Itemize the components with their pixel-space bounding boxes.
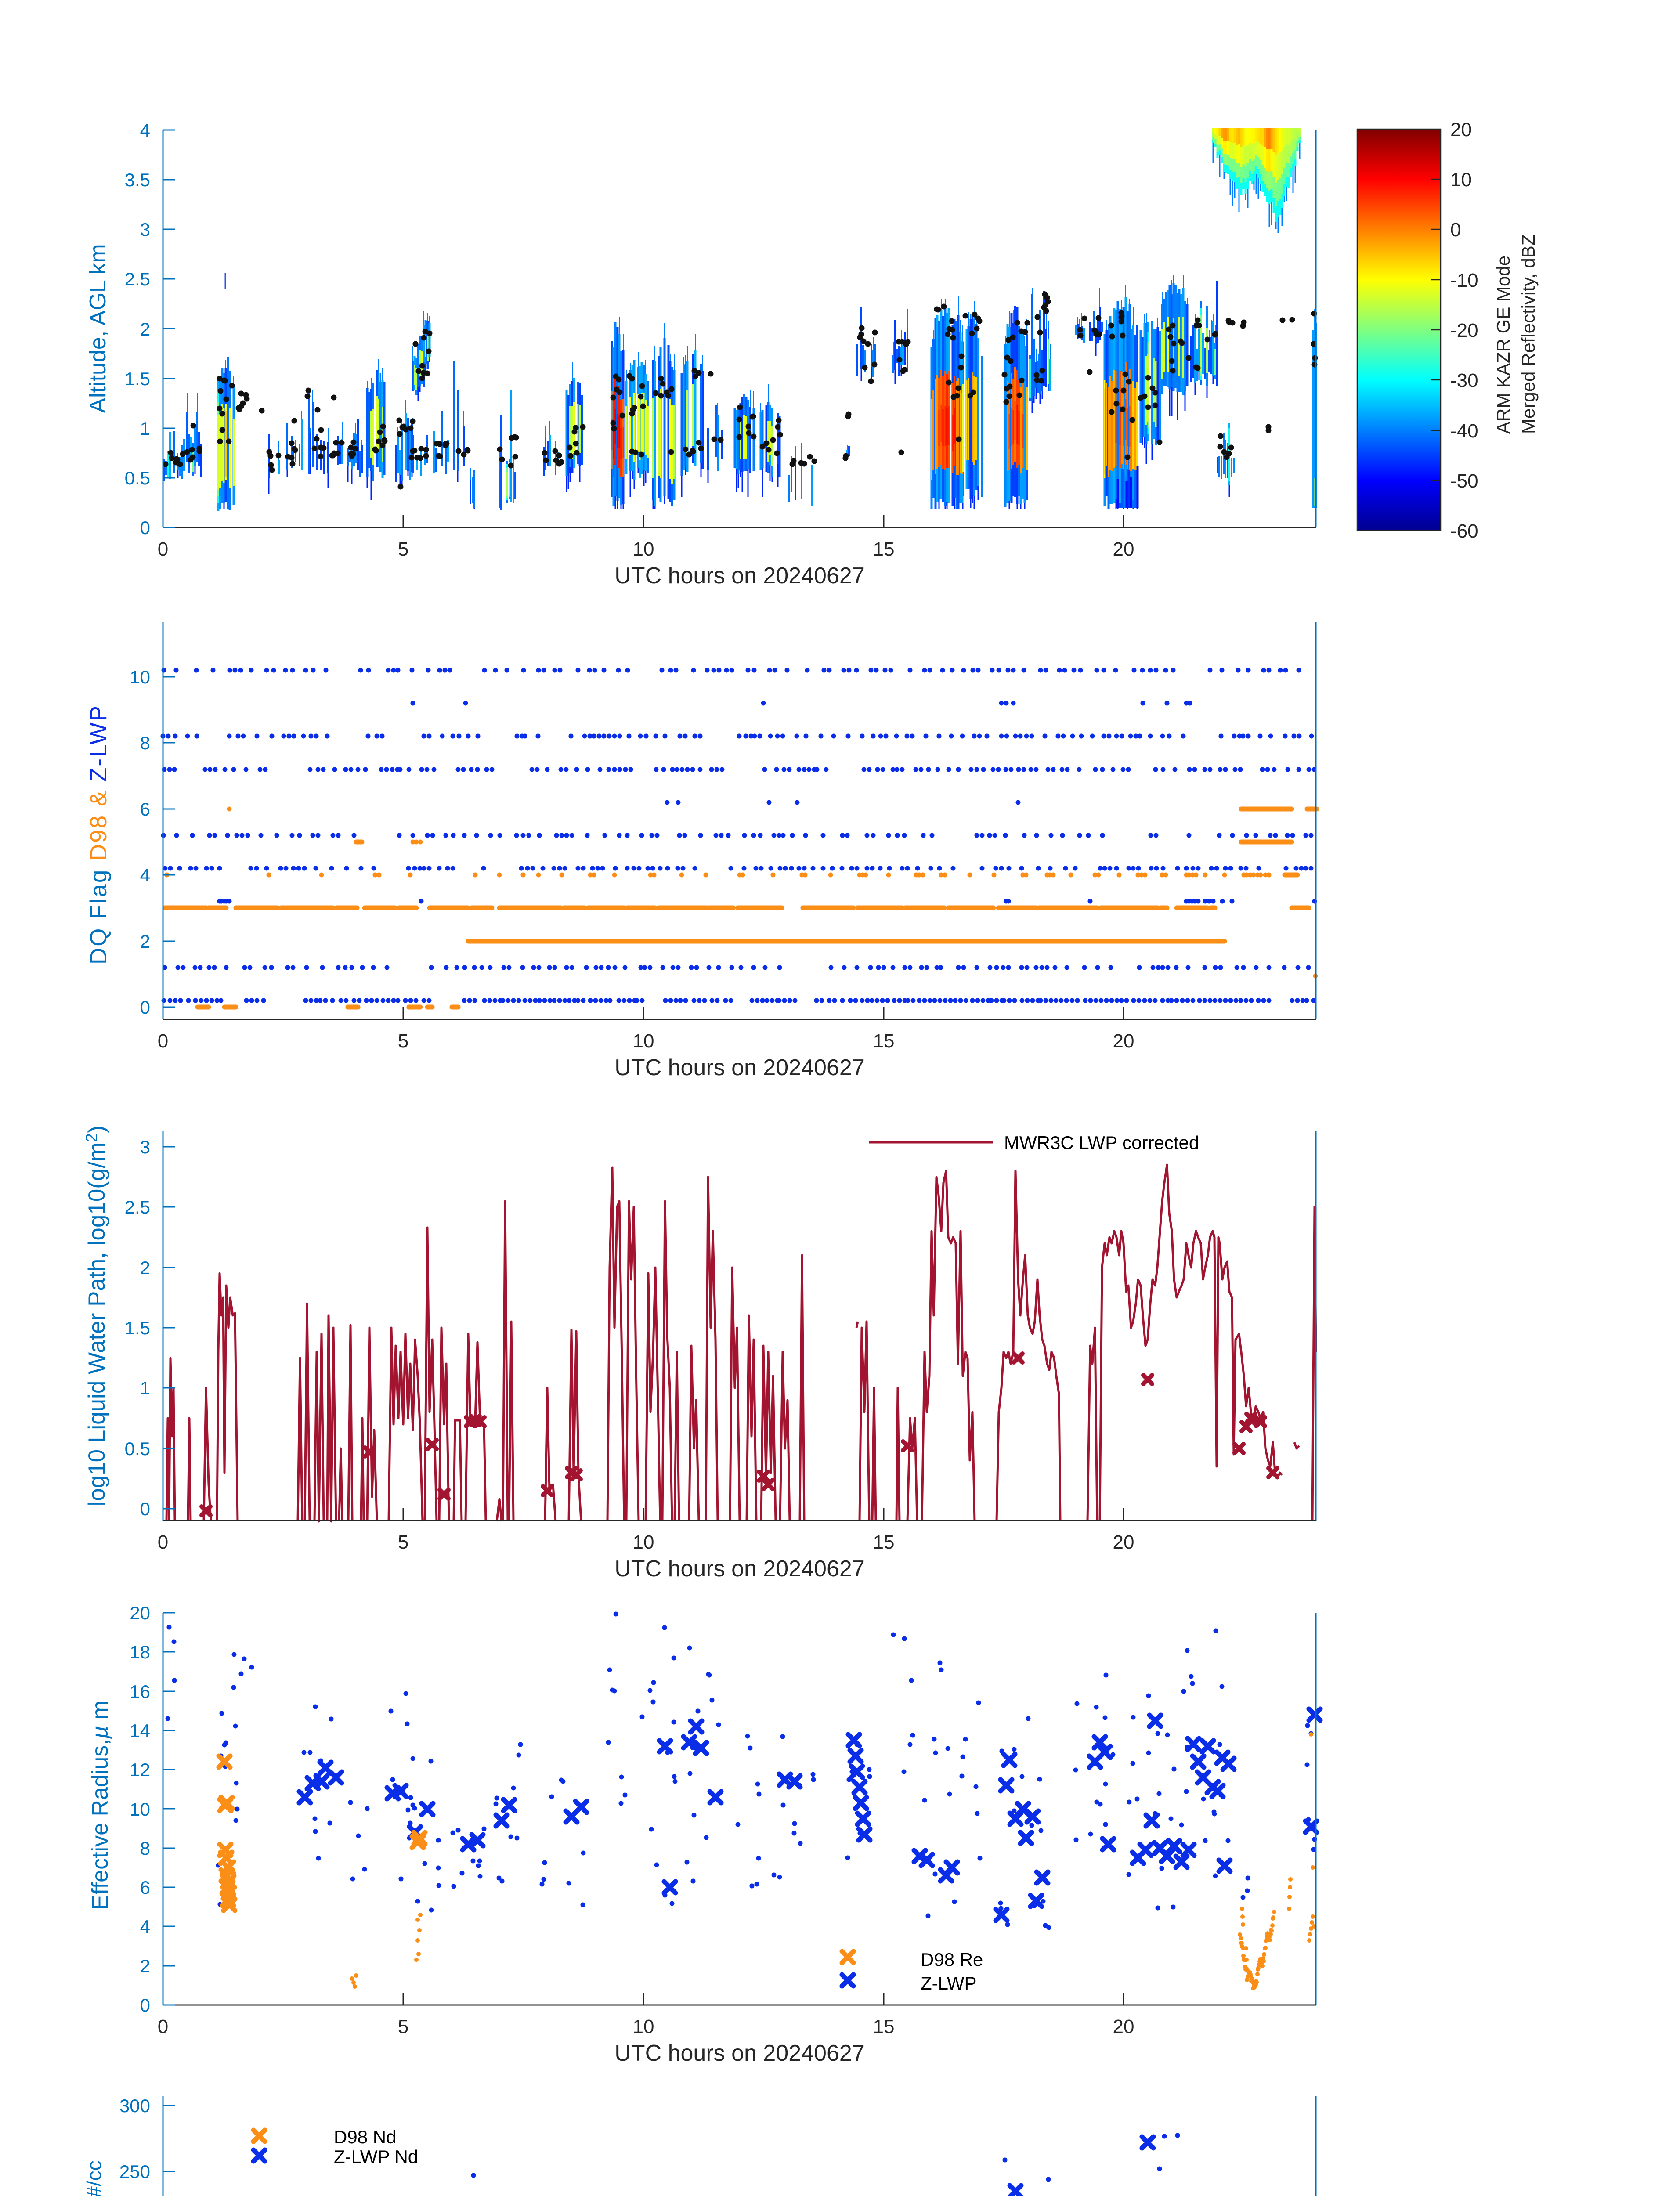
svg-text:Effective Radius,µ m: Effective Radius,µ m xyxy=(87,1701,113,1910)
svg-text:Altitude, AGL km: Altitude, AGL km xyxy=(85,244,111,413)
svg-text:20: 20 xyxy=(130,1603,150,1623)
svg-text:ARM KAZR GE Mode: ARM KAZR GE Mode xyxy=(1493,256,1514,434)
svg-text:0.5: 0.5 xyxy=(125,1438,150,1459)
svg-text:DQ Flag D98 & Z-LWP: DQ Flag D98 & Z-LWP xyxy=(86,704,112,964)
svg-text:8: 8 xyxy=(140,733,150,753)
svg-text:20: 20 xyxy=(1113,538,1134,560)
svg-text:UTC hours on 20240627: UTC hours on 20240627 xyxy=(614,563,865,589)
svg-text:UTC hours on 20240627: UTC hours on 20240627 xyxy=(614,1055,865,1080)
svg-text:300: 300 xyxy=(119,2095,150,2116)
svg-text:20: 20 xyxy=(1113,1030,1134,1052)
svg-text:0: 0 xyxy=(140,1499,150,1519)
svg-text:4: 4 xyxy=(140,120,150,141)
svg-text:14: 14 xyxy=(130,1720,150,1741)
svg-text:0.5: 0.5 xyxy=(125,468,150,488)
svg-text:2: 2 xyxy=(140,1257,150,1278)
svg-text:0: 0 xyxy=(158,2016,168,2037)
svg-text:20: 20 xyxy=(1450,119,1472,141)
svg-text:2: 2 xyxy=(140,931,150,952)
svg-text:4: 4 xyxy=(140,1916,150,1937)
svg-text:5: 5 xyxy=(398,1531,408,1553)
svg-text:15: 15 xyxy=(873,2016,895,2037)
svg-text:15: 15 xyxy=(873,1531,895,1553)
svg-text:1: 1 xyxy=(140,418,150,439)
svg-text:2: 2 xyxy=(140,319,150,340)
svg-text:10: 10 xyxy=(633,538,654,560)
svg-text:20: 20 xyxy=(1113,2016,1134,2037)
svg-text:12: 12 xyxy=(130,1759,150,1780)
svg-text:16: 16 xyxy=(130,1681,150,1702)
svg-text:Z-LWP: Z-LWP xyxy=(921,1973,977,1994)
svg-text:3.5: 3.5 xyxy=(125,170,150,190)
svg-text:0: 0 xyxy=(140,1995,150,2015)
svg-text:2.5: 2.5 xyxy=(125,269,150,289)
svg-text:4: 4 xyxy=(140,865,150,885)
svg-text:1.5: 1.5 xyxy=(125,368,150,389)
svg-text:18: 18 xyxy=(130,1642,150,1662)
svg-text:MWR3C LWP corrected: MWR3C LWP corrected xyxy=(1004,1132,1199,1153)
svg-text:6: 6 xyxy=(140,799,150,820)
svg-text:10: 10 xyxy=(130,1799,150,1820)
svg-text:D98 Nd: D98 Nd xyxy=(334,2127,396,2147)
svg-text:10: 10 xyxy=(633,2016,654,2037)
svg-text:0: 0 xyxy=(140,997,150,1018)
svg-text:0: 0 xyxy=(140,517,150,538)
svg-text:1: 1 xyxy=(140,1378,150,1398)
svg-text:-50: -50 xyxy=(1450,470,1478,492)
svg-text:8: 8 xyxy=(140,1838,150,1859)
svg-text:-30: -30 xyxy=(1450,370,1478,391)
svg-text:15: 15 xyxy=(873,538,895,560)
svg-text:-10: -10 xyxy=(1450,270,1478,291)
svg-text:Z-LWP Nd: Z-LWP Nd xyxy=(334,2146,418,2167)
svg-text:5: 5 xyxy=(398,1030,408,1052)
svg-text:10: 10 xyxy=(633,1030,654,1052)
svg-text:6: 6 xyxy=(140,1877,150,1898)
svg-text:20: 20 xyxy=(1113,1531,1134,1553)
svg-text:5: 5 xyxy=(398,538,408,560)
svg-text:-20: -20 xyxy=(1450,320,1478,341)
svg-text:10: 10 xyxy=(130,667,150,687)
svg-text:-40: -40 xyxy=(1450,420,1478,442)
svg-text:3: 3 xyxy=(140,1137,150,1157)
svg-text:Merged Reflectivity, dBZ: Merged Reflectivity, dBZ xyxy=(1518,235,1539,434)
svg-text:UTC hours on 20240627: UTC hours on 20240627 xyxy=(614,2041,865,2066)
svg-text:0: 0 xyxy=(158,1030,168,1052)
svg-text:Droplet Concentration, #/cc: Droplet Concentration, #/cc xyxy=(83,2160,105,2196)
svg-text:3: 3 xyxy=(140,219,150,240)
svg-text:250: 250 xyxy=(119,2161,150,2182)
svg-text:10: 10 xyxy=(633,1531,654,1553)
svg-text:UTC hours on 20240627: UTC hours on 20240627 xyxy=(614,1556,865,1582)
svg-text:2: 2 xyxy=(140,1956,150,1976)
svg-text:2.5: 2.5 xyxy=(125,1197,150,1217)
svg-text:-60: -60 xyxy=(1450,520,1478,542)
svg-text:10: 10 xyxy=(1450,169,1472,191)
svg-text:log10 Liquid Water Path, log10: log10 Liquid Water Path, log10(g/m2) xyxy=(83,1125,110,1506)
svg-text:0: 0 xyxy=(1450,219,1461,241)
svg-text:1.5: 1.5 xyxy=(125,1318,150,1338)
svg-text:15: 15 xyxy=(873,1030,895,1052)
svg-text:0: 0 xyxy=(158,538,168,560)
svg-text:5: 5 xyxy=(398,2016,408,2037)
svg-text:0: 0 xyxy=(158,1531,168,1553)
svg-text:D98 Re: D98 Re xyxy=(921,1949,983,1970)
